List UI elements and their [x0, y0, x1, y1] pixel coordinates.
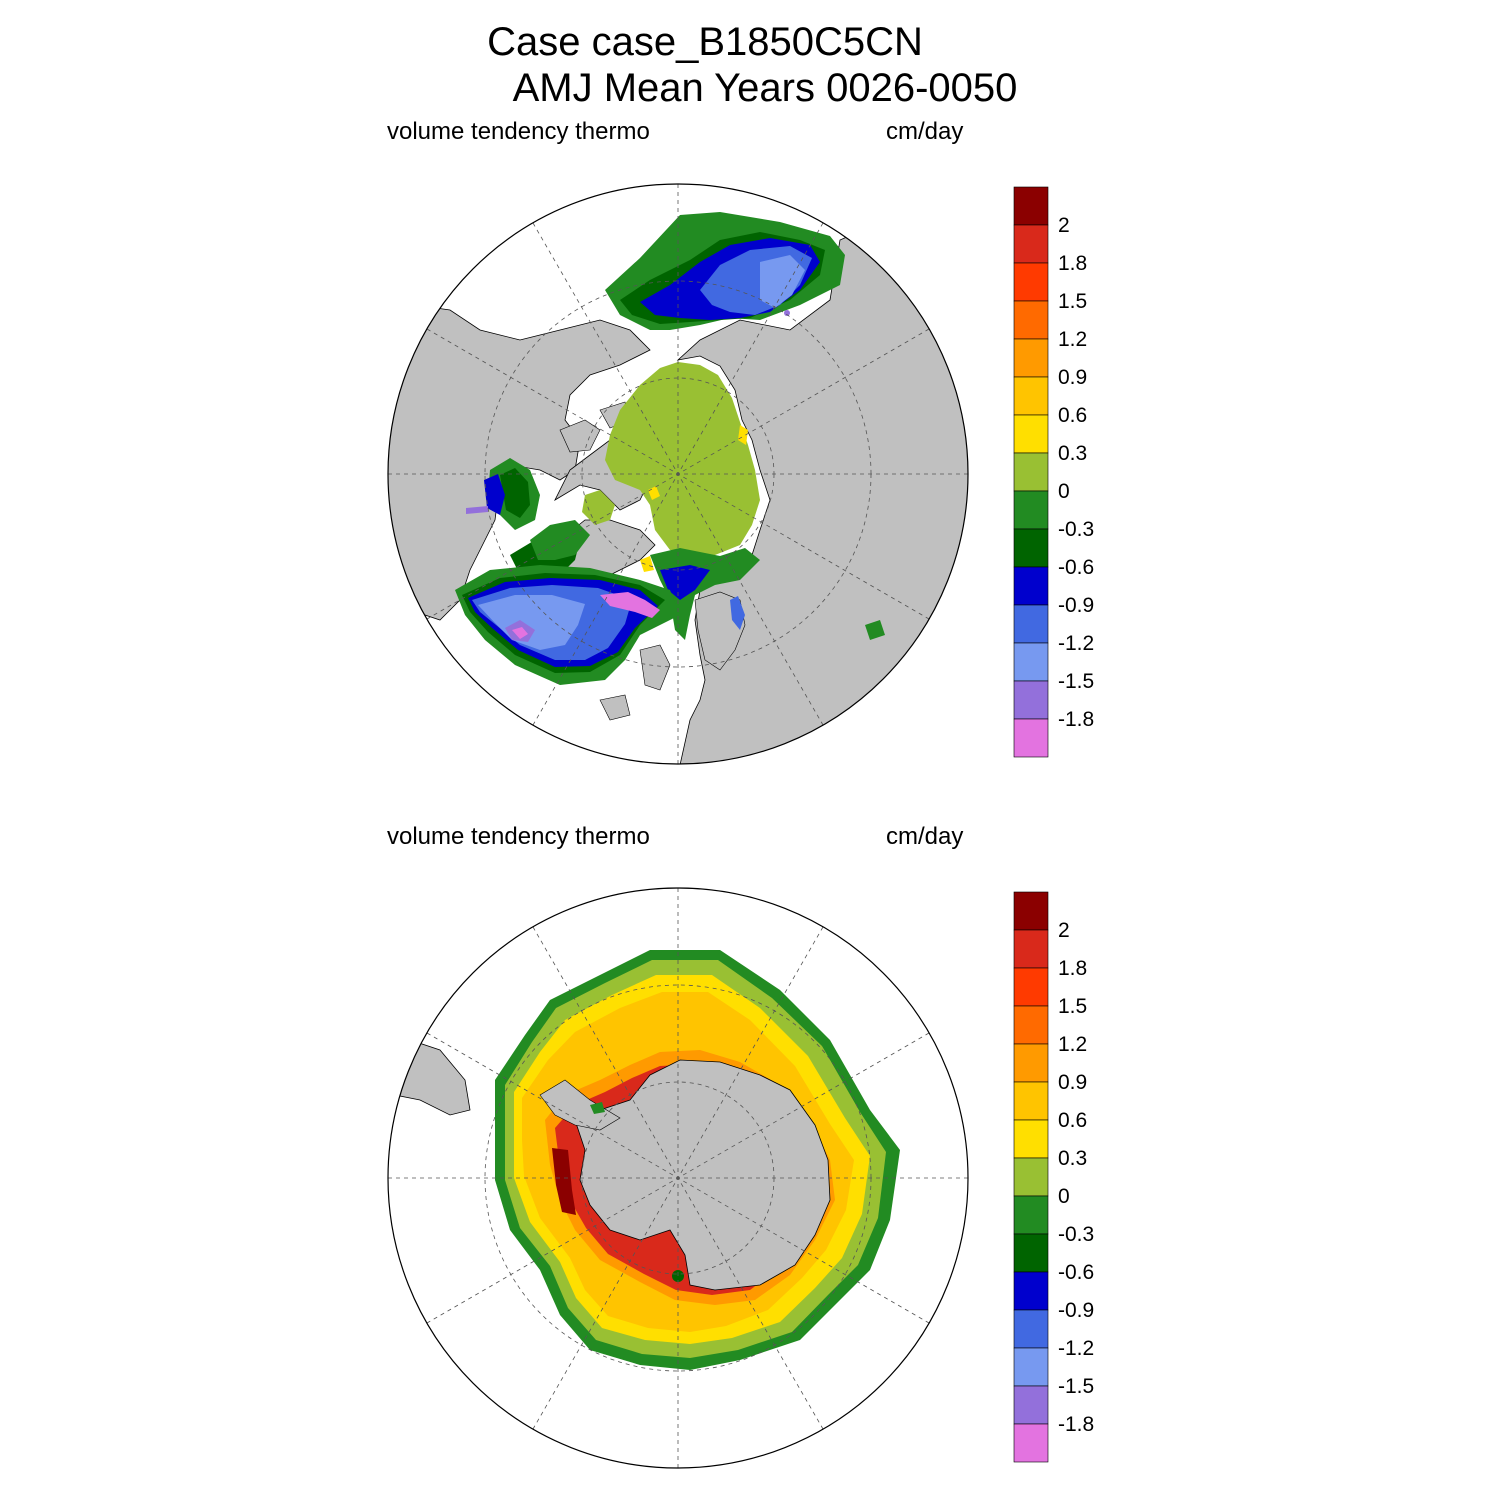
- north-greenland-ice: [582, 490, 615, 525]
- panel-2-left-label: volume tendency thermo: [387, 823, 650, 850]
- colorbar-north: 2 1.8 1.5 1.2 0.9 0.6 0.3 0 -0.3 -0.6 -0.9 -1.2 -1.5…: [1013, 186, 1094, 758]
- colorbar-north-swatch: [1013, 376, 1049, 416]
- colorbar-south-swatch: [1013, 929, 1049, 969]
- colorbar-south-swatch: [1013, 1081, 1049, 1121]
- colorbar-south-swatch: [1013, 1119, 1049, 1159]
- colorbar-north-swatch: [1013, 528, 1049, 568]
- south-map-border: [387, 887, 969, 1469]
- colorbar-south-tick-label: -0.9: [1058, 1299, 1094, 1322]
- colorbar-south-swatch: [1013, 1271, 1049, 1311]
- north-baffin-green: [530, 520, 590, 560]
- south-green-spot: [590, 1102, 605, 1114]
- colorbar-south-tick-label: 1.2: [1058, 1033, 1087, 1056]
- colorbar-north-tick-label: 0.6: [1058, 404, 1087, 427]
- colorbar-north-swatch: [1013, 224, 1049, 264]
- colorbar-north-tick-label: 2: [1058, 214, 1070, 237]
- north-land-islands: [599, 644, 671, 721]
- colorbar-south-swatch: [1013, 967, 1049, 1007]
- north-atlantic-pink: [512, 627, 528, 639]
- south-graticule: [388, 888, 968, 1468]
- colorbar-north-tick-label: -0.3: [1058, 518, 1094, 541]
- colorbar-north-swatch: [1013, 604, 1049, 644]
- colorbar-south-swatch: [1013, 1157, 1049, 1197]
- colorbar-north-tick-label: 1.2: [1058, 328, 1087, 351]
- south-land-peninsula: [539, 1079, 621, 1131]
- colorbar-north-tick-label: -0.6: [1058, 556, 1094, 579]
- colorbar-south-tick-label: 1.8: [1058, 957, 1087, 980]
- colorbar-north-swatch: [1013, 718, 1049, 758]
- north-atlantic-pink2: [600, 592, 660, 618]
- colorbar-south-swatch: [1013, 1309, 1049, 1349]
- colorbar-north-swatch: [1013, 490, 1049, 530]
- south-land-antarctica: [574, 1059, 831, 1291]
- colorbar-south-tick-label: -0.6: [1058, 1261, 1094, 1284]
- colorbar-south-tick-label: 0.6: [1058, 1109, 1087, 1132]
- colorbar-north-swatch: [1013, 262, 1049, 302]
- title-line-1: Case case_B1850C5CN: [487, 20, 923, 64]
- colorbar-north-tick-label: 0.9: [1058, 366, 1087, 389]
- title-line-2: AMJ Mean Years 0026-0050: [512, 66, 1018, 110]
- colorbar-south-swatch: [1013, 1423, 1049, 1463]
- colorbar-south-tick-label: 0.9: [1058, 1071, 1087, 1094]
- colorbar-south-tick-label: -0.3: [1058, 1223, 1094, 1246]
- colorbar-south-tick-label: 0: [1058, 1185, 1070, 1208]
- colorbar-south-tick-label: -1.2: [1058, 1337, 1094, 1360]
- colorbar-south-tick-label: -1.5: [1058, 1375, 1094, 1398]
- north-okhotsk-palest: [760, 255, 805, 308]
- colorbar-south-tick-label: 2: [1058, 919, 1070, 942]
- north-map-border: [387, 183, 969, 765]
- colorbar-north-tick-label: 0.3: [1058, 442, 1087, 465]
- colorbar-south-swatch: [1013, 1385, 1049, 1425]
- colorbar-north-swatch: [1013, 338, 1049, 378]
- north-yellow-2: [738, 425, 748, 445]
- north-okhotsk-purple-spot: [784, 310, 790, 316]
- north-hudson-blue: [484, 474, 505, 515]
- north-barents-blue: [660, 565, 710, 600]
- colorbar-south-tick-label: 1.5: [1058, 995, 1087, 1018]
- south-dark-red-spot: [552, 1148, 576, 1215]
- north-hudson-purple: [466, 506, 488, 514]
- north-small-green-patch: [865, 620, 885, 640]
- north-hudson-darkgreen: [500, 468, 530, 518]
- north-graticule: [388, 184, 968, 764]
- colorbar-north-tick-label: 1.8: [1058, 252, 1087, 275]
- north-small-blue-patch: [730, 596, 745, 630]
- colorbar-south: 2 1.8 1.5 1.2 0.9 0.6 0.3 0 -0.3 -0.6 -0.9 -1.2 -1.5…: [1013, 891, 1094, 1463]
- north-arctic-ice-field: [605, 362, 760, 555]
- colorbar-north-swatch: [1013, 452, 1049, 492]
- colorbar-north-swatch: [1013, 414, 1049, 454]
- colorbar-north-tick-label: 0: [1058, 480, 1070, 503]
- colorbar-north-swatch: [1013, 186, 1049, 226]
- colorbar-north-tick-label: -1.5: [1058, 670, 1094, 693]
- colorbar-north-swatch: [1013, 566, 1049, 606]
- colorbar-south-swatch: [1013, 891, 1049, 931]
- colorbar-south-tick-label: 0.3: [1058, 1147, 1087, 1170]
- colorbar-north-tick-label: -0.9: [1058, 594, 1094, 617]
- colorbar-north-swatch: [1013, 642, 1049, 682]
- colorbar-north-tick-label: -1.8: [1058, 708, 1094, 731]
- colorbar-south-swatch: [1013, 1195, 1049, 1235]
- colorbar-south-swatch: [1013, 1005, 1049, 1045]
- colorbar-south-tick-label: -1.8: [1058, 1413, 1094, 1436]
- colorbar-north-tick-label: 1.5: [1058, 290, 1087, 313]
- colorbar-north-tick-label: -1.2: [1058, 632, 1094, 655]
- colorbar-south-swatch: [1013, 1347, 1049, 1387]
- colorbar-south-swatch: [1013, 1043, 1049, 1083]
- north-yellow-3: [640, 556, 654, 572]
- panel-1-right-label: cm/day: [886, 118, 964, 145]
- colorbar-north-swatch: [1013, 680, 1049, 720]
- north-polar-map: [387, 183, 969, 765]
- south-polar-map: [387, 887, 969, 1469]
- panel-1-left-label: volume tendency thermo: [387, 118, 650, 145]
- panel-2-right-label: cm/day: [886, 823, 964, 850]
- colorbar-south-swatch: [1013, 1233, 1049, 1273]
- colorbar-north-swatch: [1013, 300, 1049, 340]
- north-atlantic-light: [478, 595, 585, 650]
